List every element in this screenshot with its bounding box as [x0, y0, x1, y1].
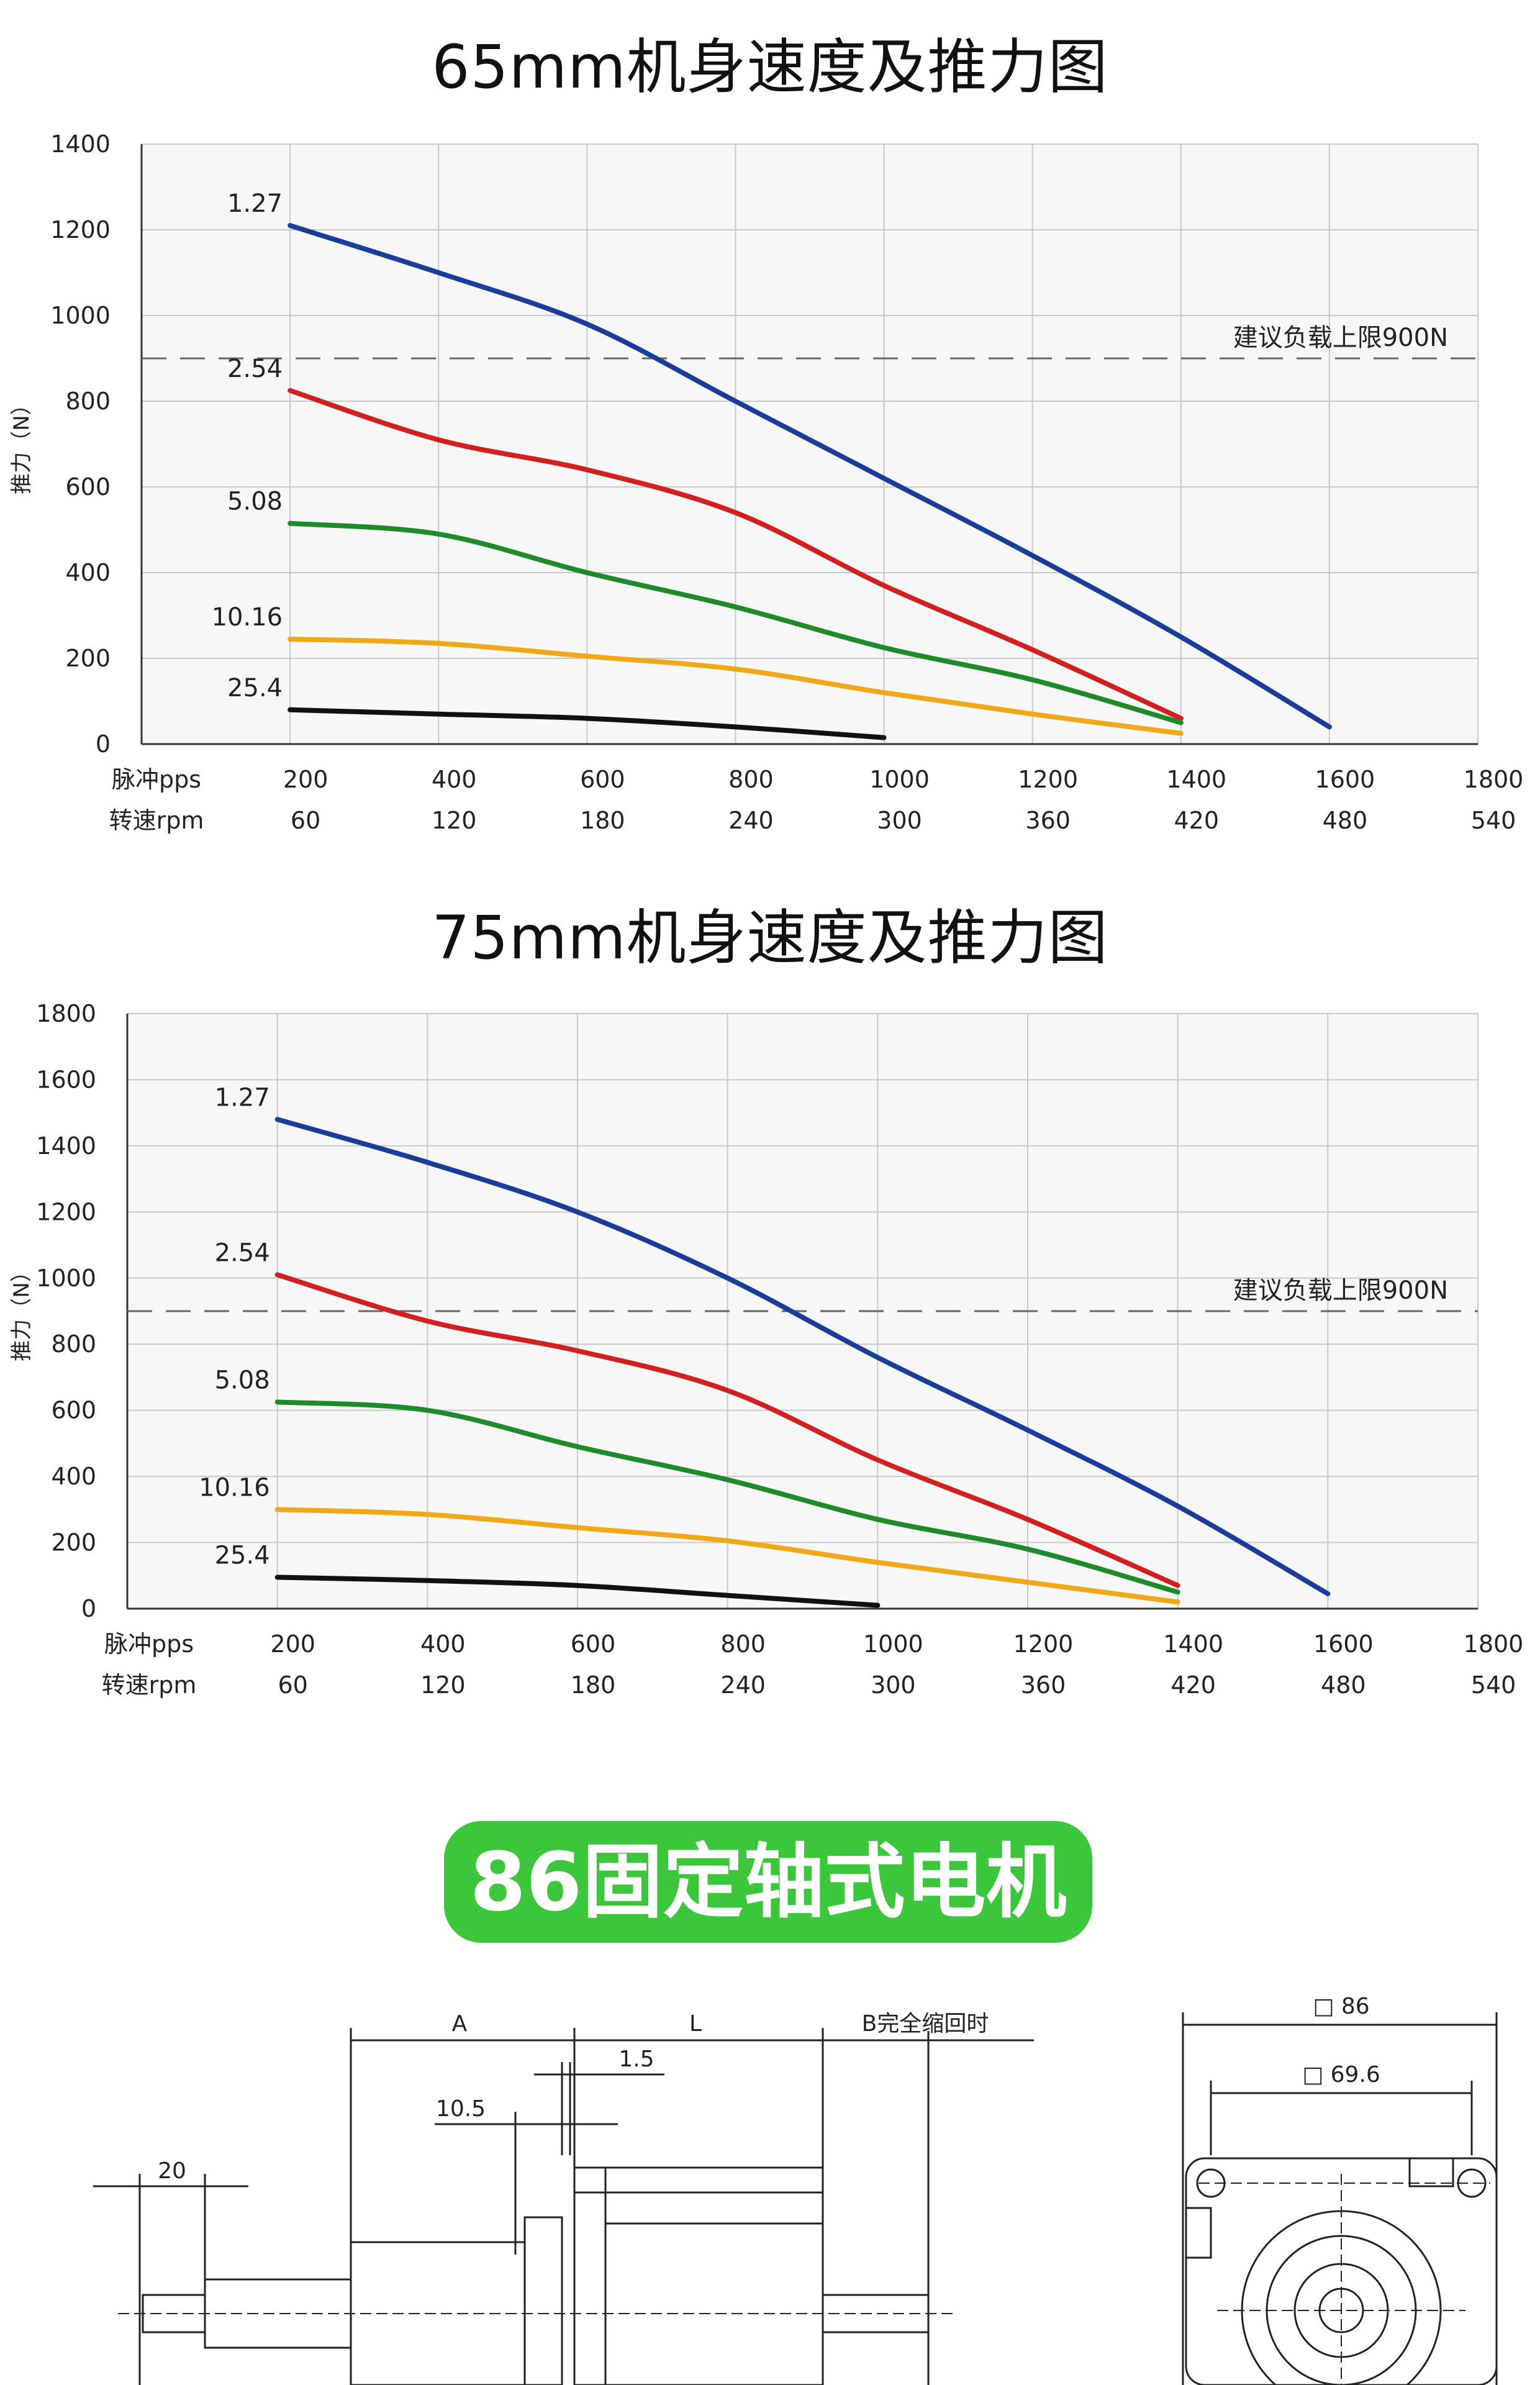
- series-label-1: 2.54: [215, 1238, 270, 1267]
- dimension-B-label: B完全缩回时: [862, 2011, 989, 2037]
- dimension-A-label: A: [452, 2011, 468, 2037]
- series-line-4: [288, 707, 887, 740]
- x-tick-label: 1600: [1313, 1630, 1374, 1658]
- dimension-10-5-label: 10.5: [436, 2096, 486, 2122]
- series-label-2: 5.08: [227, 488, 283, 516]
- series-line-4: [274, 1574, 881, 1608]
- chart-2: 0 200 400 600 800 1000 1200 1400 1600 1800 200 60 40…: [9, 1000, 1524, 1699]
- series-line-0: [288, 223, 1332, 730]
- y-axis-label: 推力（N）: [9, 394, 34, 494]
- chart-1: 0 200 400 600 800 1000 1200 1400 200 60 400 120 600 1…: [9, 130, 1524, 834]
- x2-tick-label: 480: [1323, 807, 1368, 834]
- y-tick-label: 1200: [50, 216, 111, 243]
- x-tick-label: 1600: [1315, 766, 1375, 793]
- series-label-0: 1.27: [227, 189, 283, 218]
- y-tick-label: 800: [51, 1330, 96, 1358]
- x-tick-label: 200: [283, 766, 328, 793]
- dimension-1-5-label: 1.5: [618, 2047, 654, 2072]
- series-label-2: 5.08: [215, 1366, 270, 1394]
- y-tick-label: 1800: [36, 1000, 96, 1027]
- x-tick-label: 1400: [1166, 766, 1226, 793]
- x-axis-label: 脉冲pps: [104, 1630, 194, 1658]
- y-tick-label: 1400: [50, 130, 111, 158]
- x2-axis-label: 转速rpm: [109, 807, 204, 834]
- x2-tick-label: 300: [871, 1671, 916, 1699]
- x2-tick-label: 120: [420, 1671, 466, 1699]
- x2-tick-label: 420: [1171, 1671, 1216, 1699]
- x2-tick-label: 360: [1025, 807, 1071, 834]
- x-tick-label: 600: [580, 766, 625, 793]
- y-tick-label: 200: [51, 1529, 96, 1556]
- x2-axis-label: 转速rpm: [102, 1671, 197, 1699]
- x-tick-label: 1800: [1464, 1630, 1524, 1658]
- series-line-3: [274, 1507, 1180, 1605]
- x2-tick-label: 60: [278, 1671, 307, 1699]
- motor-technical-drawing: A L B完全缩回时 1.5 10.5 20 □ 86 □ 69.6: [93, 1994, 1498, 2385]
- x-tick-label: 400: [432, 766, 477, 793]
- x2-tick-label: 420: [1174, 807, 1220, 834]
- dimension-69-6-label: □ 69.6: [1302, 2062, 1380, 2087]
- x-tick-label: 400: [420, 1630, 466, 1658]
- reference-line-label: 建议负载上限900N: [1233, 1276, 1448, 1305]
- dimension-86-label: □ 86: [1313, 1994, 1369, 2019]
- x-axis-label: 脉冲pps: [112, 766, 201, 793]
- x-tick-label: 1200: [1013, 1630, 1074, 1658]
- x2-tick-label: 240: [728, 807, 774, 834]
- x2-tick-label: 480: [1321, 1671, 1366, 1699]
- series-label-3: 10.16: [212, 603, 283, 632]
- series-label-0: 1.27: [215, 1083, 270, 1112]
- x2-tick-label: 60: [291, 807, 320, 834]
- series-line-0: [274, 1117, 1331, 1597]
- x-tick-label: 1400: [1163, 1630, 1223, 1658]
- x-tick-label: 1200: [1018, 766, 1078, 793]
- y-tick-label: 800: [65, 388, 111, 415]
- y-tick-label: 0: [96, 730, 111, 758]
- chart-1-title: 65mm机身速度及推力图: [432, 32, 1108, 102]
- x-tick-label: 1000: [863, 1630, 923, 1658]
- series-line-1: [274, 1272, 1180, 1588]
- y-tick-label: 400: [51, 1463, 96, 1490]
- y-tick-label: 1200: [36, 1198, 96, 1225]
- product-banner: 86固定轴式电机: [444, 1821, 1092, 1943]
- dimension-20-label: 20: [158, 2158, 186, 2184]
- series-line-3: [288, 636, 1184, 736]
- series-label-1: 2.54: [227, 355, 283, 383]
- x2-tick-label: 300: [877, 807, 922, 834]
- chart-2-title: 75mm机身速度及推力图: [432, 903, 1108, 973]
- y-tick-label: 1400: [36, 1132, 96, 1160]
- series-line-2: [288, 520, 1184, 725]
- y-tick-label: 1000: [36, 1265, 96, 1292]
- x-tick-label: 200: [270, 1630, 315, 1658]
- x-tick-label: 1000: [869, 766, 930, 793]
- y-tick-label: 600: [51, 1397, 96, 1424]
- x2-tick-label: 180: [571, 1671, 616, 1699]
- x2-tick-label: 120: [432, 807, 477, 834]
- series-line-2: [274, 1399, 1180, 1595]
- x-tick-label: 600: [571, 1630, 616, 1658]
- y-axis-label: 推力（N）: [9, 1261, 34, 1361]
- series-label-4: 25.4: [227, 674, 283, 702]
- series-label-3: 10.16: [199, 1473, 270, 1502]
- y-tick-label: 400: [65, 559, 111, 586]
- x2-tick-label: 240: [720, 1671, 766, 1699]
- y-tick-label: 200: [65, 645, 111, 672]
- y-tick-label: 600: [65, 473, 111, 501]
- y-tick-label: 1600: [36, 1066, 96, 1093]
- x-tick-label: 1800: [1464, 766, 1524, 793]
- reference-line-label: 建议负载上限900N: [1233, 324, 1448, 352]
- series-line-1: [288, 388, 1184, 721]
- x-tick-label: 800: [728, 766, 774, 793]
- series-label-4: 25.4: [215, 1541, 270, 1570]
- x2-tick-label: 540: [1471, 807, 1516, 834]
- x2-tick-label: 540: [1471, 1671, 1516, 1699]
- y-tick-label: 1000: [50, 302, 111, 329]
- dimension-L-label: L: [689, 2011, 702, 2037]
- x2-tick-label: 180: [580, 807, 625, 834]
- y-tick-label: 0: [81, 1595, 96, 1622]
- plot-area: [142, 144, 1478, 744]
- x2-tick-label: 360: [1021, 1671, 1066, 1699]
- x-tick-label: 800: [720, 1630, 766, 1658]
